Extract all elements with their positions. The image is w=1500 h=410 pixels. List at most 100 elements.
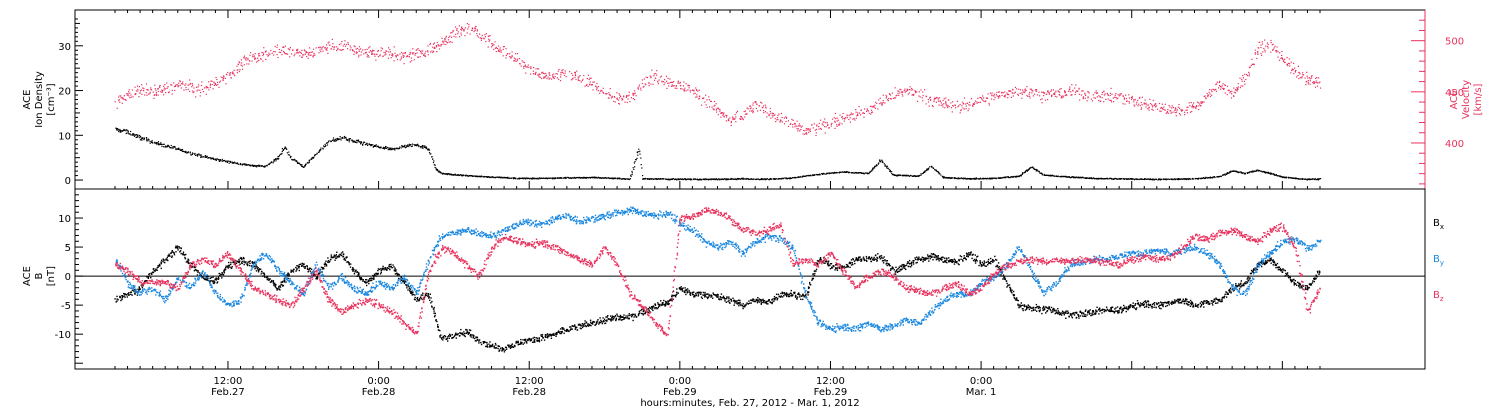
velocity-point bbox=[1281, 57, 1283, 59]
density-point bbox=[341, 137, 344, 139]
density-point bbox=[760, 178, 762, 180]
velocity-point bbox=[196, 90, 198, 92]
density-point bbox=[1307, 178, 1309, 181]
velocity-point bbox=[968, 104, 970, 106]
velocity-point bbox=[157, 94, 159, 96]
velocity-point bbox=[1079, 99, 1081, 101]
velocity-point bbox=[1036, 89, 1038, 91]
velocity-point bbox=[159, 85, 161, 87]
density-point bbox=[1037, 170, 1039, 172]
density-point bbox=[314, 154, 316, 156]
velocity-point bbox=[1314, 86, 1317, 88]
density-point bbox=[879, 161, 881, 163]
velocity-point bbox=[464, 35, 466, 37]
velocity-point bbox=[843, 120, 845, 122]
density-point bbox=[158, 144, 160, 146]
density-point bbox=[1008, 177, 1010, 179]
velocity-point bbox=[282, 50, 285, 53]
velocity-point bbox=[558, 78, 560, 80]
density-point bbox=[694, 178, 697, 180]
b-point-bx bbox=[182, 251, 185, 253]
density-point bbox=[951, 177, 953, 179]
density-point bbox=[207, 157, 209, 159]
velocity-point bbox=[756, 103, 758, 105]
velocity-point bbox=[691, 89, 693, 91]
density-point bbox=[427, 148, 429, 150]
velocity-point bbox=[377, 50, 379, 52]
velocity-point bbox=[609, 95, 611, 97]
velocity-point bbox=[592, 81, 594, 83]
velocity-point bbox=[893, 97, 895, 99]
velocity-point bbox=[495, 46, 497, 48]
velocity-point bbox=[392, 54, 394, 56]
density-point bbox=[217, 158, 219, 160]
velocity-point bbox=[196, 86, 198, 88]
velocity-point bbox=[1022, 89, 1024, 91]
density-point bbox=[1244, 172, 1246, 174]
velocity-point bbox=[222, 77, 224, 79]
velocity-point bbox=[972, 105, 974, 107]
density-point bbox=[895, 175, 897, 177]
density-point bbox=[276, 158, 278, 160]
density-point bbox=[860, 172, 862, 174]
velocity-point bbox=[238, 61, 240, 63]
velocity-point bbox=[268, 52, 270, 54]
velocity-point bbox=[626, 95, 628, 97]
density-point bbox=[349, 138, 351, 140]
velocity-point bbox=[614, 101, 616, 103]
velocity-point bbox=[932, 105, 934, 108]
velocity-point bbox=[574, 71, 576, 74]
velocity-point bbox=[793, 123, 795, 125]
velocity-point bbox=[1140, 102, 1142, 104]
density-point bbox=[1290, 177, 1292, 179]
velocity-point bbox=[488, 35, 490, 37]
velocity-point bbox=[427, 51, 429, 53]
density-point bbox=[872, 169, 874, 171]
velocity-point bbox=[414, 53, 417, 55]
velocity-point bbox=[560, 74, 562, 76]
density-point bbox=[774, 178, 776, 180]
velocity-point bbox=[379, 54, 381, 56]
density-point bbox=[1072, 176, 1074, 178]
velocity-point bbox=[650, 76, 652, 78]
velocity-point bbox=[555, 73, 557, 75]
velocity-point bbox=[335, 46, 337, 48]
velocity-point bbox=[1290, 61, 1292, 63]
velocity-point bbox=[257, 60, 259, 62]
density-point bbox=[353, 141, 355, 143]
velocity-point bbox=[171, 84, 173, 86]
velocity-point bbox=[826, 122, 828, 124]
b-point-bx bbox=[301, 265, 303, 267]
density-point bbox=[874, 165, 876, 167]
density-point bbox=[1228, 172, 1230, 174]
velocity-point bbox=[451, 32, 453, 34]
velocity-point bbox=[1200, 102, 1202, 104]
density-point bbox=[1250, 170, 1252, 173]
density-point bbox=[177, 147, 180, 149]
b-point-bx bbox=[144, 280, 146, 282]
density-point bbox=[633, 168, 635, 170]
density-point bbox=[443, 173, 445, 175]
density-point bbox=[154, 142, 156, 144]
b-point-bx bbox=[246, 263, 249, 266]
velocity-point bbox=[509, 53, 511, 55]
density-point bbox=[688, 178, 690, 180]
velocity-point bbox=[120, 97, 122, 99]
density-point bbox=[335, 138, 337, 140]
velocity-point bbox=[796, 128, 798, 130]
velocity-point bbox=[946, 105, 948, 107]
density-point bbox=[164, 146, 166, 148]
b-point-bx bbox=[131, 289, 134, 291]
velocity-point bbox=[1149, 103, 1152, 105]
density-point bbox=[1305, 178, 1307, 180]
density-point bbox=[850, 172, 852, 174]
velocity-point bbox=[1029, 91, 1031, 94]
velocity-point bbox=[1282, 58, 1284, 61]
velocity-point bbox=[1099, 100, 1101, 102]
velocity-point bbox=[763, 112, 765, 114]
velocity-point bbox=[622, 98, 624, 101]
density-point bbox=[300, 164, 302, 166]
velocity-point bbox=[998, 91, 1000, 93]
velocity-point bbox=[454, 26, 457, 28]
velocity-point bbox=[461, 29, 463, 31]
